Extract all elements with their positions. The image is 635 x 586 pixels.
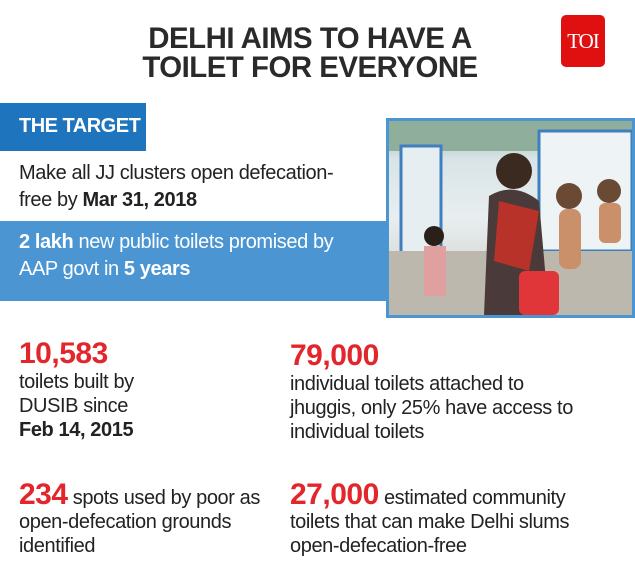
lakh-count: 2 lakh <box>19 231 74 253</box>
stat-text: individual toilets attached to jhuggis, … <box>290 373 573 443</box>
headline-line2: TOILET FOR EVERYONE <box>142 51 478 84</box>
stat-value: 234 <box>19 478 68 511</box>
stat-text: estimated community toilets that can mak… <box>290 487 570 557</box>
stat-text: toilets built by DUSIB since <box>19 371 134 417</box>
stat-dusib: 10,583 toilets built by DUSIB since Feb … <box>19 338 249 442</box>
target-date: Mar 31, 2018 <box>82 189 198 211</box>
target-item-2-text: new public toilets promised by AAP govt … <box>19 231 334 280</box>
target-item-1-text: Make all JJ clusters open defecation-fre… <box>19 162 334 211</box>
years-count: 5 years <box>123 258 191 280</box>
target-heading: THE TARGET <box>0 103 146 151</box>
toi-logo: TOI <box>561 15 605 67</box>
photo-illustration <box>389 121 632 315</box>
stat-date: Feb 14, 2015 <box>19 419 134 441</box>
headline-line1: DELHI AIMS TO HAVE A <box>148 22 472 55</box>
stat-value: 10,583 <box>19 337 108 370</box>
stat-value: 27,000 <box>290 478 379 511</box>
headline: DELHI AIMS TO HAVE A TOILET FOR EVERYONE <box>104 22 516 84</box>
stat-individual: 79,000 individual toilets attached to jh… <box>290 340 590 444</box>
stat-value: 79,000 <box>290 339 379 372</box>
stat-text: spots used by poor as open-defecation gr… <box>19 487 261 557</box>
target-item-1: Make all JJ clusters open defecation-fre… <box>19 160 349 214</box>
stat-spots: 234 spots used by poor as open-defecatio… <box>19 480 269 558</box>
target-item-2: 2 lakh new public toilets promised by AA… <box>0 221 390 301</box>
photo-woman-washing-child <box>386 118 635 318</box>
stat-community: 27,000 estimated community toilets that … <box>290 480 590 558</box>
